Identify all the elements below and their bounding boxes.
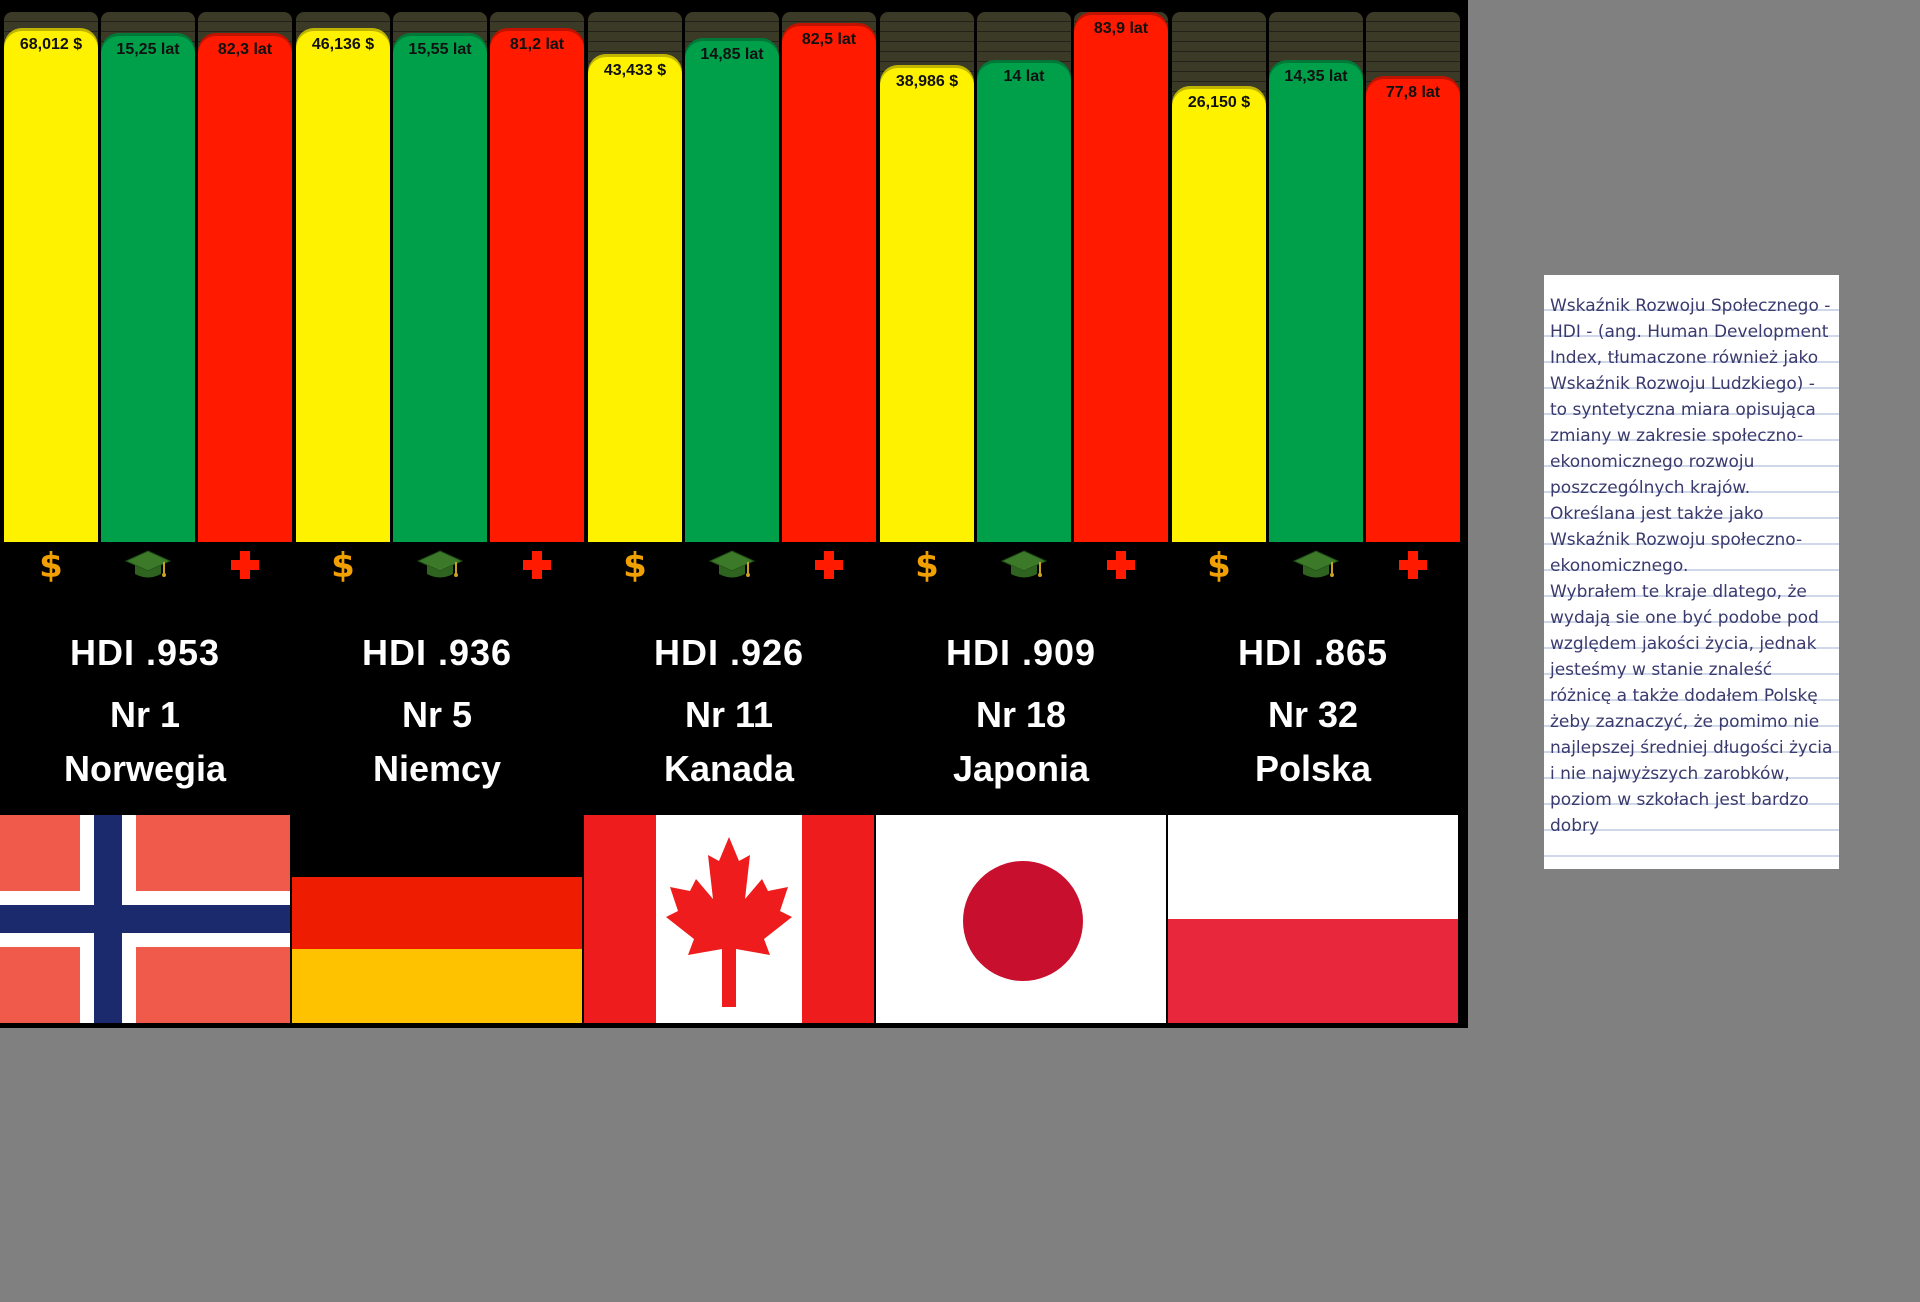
- bar-track: 26,150 $: [1172, 12, 1266, 542]
- svg-text:$: $: [915, 546, 939, 584]
- country-name: Niemcy: [372, 748, 502, 789]
- country-group-niemcy: 46,136 $ $15,55 lat 81,2 lat HDI .936 Nr 5 Ni…: [292, 0, 584, 1028]
- note-box: Wskaźnik Rozwoju Społecznego - HDI - (an…: [1544, 275, 1839, 869]
- country-info: HDI .926 Nr 11 Kanada: [584, 600, 874, 810]
- country-group-norwegia: 68,012 $ $15,25 lat 82,3 lat HDI .953 Nr 1 No…: [0, 0, 292, 1028]
- hdi-rank: Nr 32: [1267, 694, 1359, 735]
- graduation-cap-icon: [977, 542, 1071, 588]
- bar-track: 15,55 lat: [393, 12, 487, 542]
- bar-education: 15,55 lat: [393, 33, 487, 542]
- hdi-value: HDI .936: [361, 632, 513, 673]
- red-cross-icon: [198, 542, 292, 588]
- bar-track: 38,986 $: [880, 12, 974, 542]
- graduation-cap-icon: [101, 542, 195, 588]
- hdi-value: HDI .926: [653, 632, 805, 673]
- hdi-value: HDI .909: [945, 632, 1097, 673]
- bar-income: 68,012 $: [4, 28, 98, 542]
- bar-education: 15,25 lat: [101, 33, 195, 542]
- hdi-rank: Nr 5: [401, 694, 473, 735]
- bar-track: 82,5 lat: [782, 12, 876, 542]
- bar-track: 43,433 $: [588, 12, 682, 542]
- bar-value-label: 82,5 lat: [801, 31, 857, 48]
- bar-income: 46,136 $: [296, 28, 390, 542]
- bar-value-label: 81,2 lat: [509, 36, 565, 53]
- bar-income: 38,986 $: [880, 65, 974, 542]
- bar-income: 26,150 $: [1172, 86, 1266, 542]
- bar-life: 81,2 lat: [490, 28, 584, 542]
- country-name: Polska: [1254, 748, 1372, 789]
- country-info: HDI .953 Nr 1 Norwegia: [0, 600, 290, 810]
- bar-life: 82,3 lat: [198, 33, 292, 542]
- bar-value-label: 83,9 lat: [1093, 20, 1149, 37]
- country-name: Norwegia: [63, 748, 227, 789]
- graduation-cap-icon: [685, 542, 779, 588]
- bar-track: 77,8 lat: [1366, 12, 1460, 542]
- hdi-rank: Nr 1: [109, 694, 181, 735]
- flag-poland: [1168, 815, 1458, 1023]
- bar-track: 46,136 $: [296, 12, 390, 542]
- svg-text:$: $: [1207, 546, 1231, 584]
- flag-canada: [584, 815, 874, 1023]
- red-cross-icon: [490, 542, 584, 588]
- bar-life: 82,5 lat: [782, 23, 876, 542]
- country-group-polska: 26,150 $ $14,35 lat 77,8 lat HDI .865 Nr 32 P…: [1168, 0, 1460, 1028]
- country-info: HDI .936 Nr 5 Niemcy: [292, 600, 582, 810]
- bar-life: 83,9 lat: [1074, 12, 1168, 542]
- bar-track: 14,85 lat: [685, 12, 779, 542]
- graduation-cap-icon: [393, 542, 487, 588]
- bar-track: 68,012 $: [4, 12, 98, 542]
- hdi-rank: Nr 18: [975, 694, 1067, 735]
- country-name: Japonia: [952, 748, 1090, 789]
- country-group-kanada: 43,433 $ $14,85 lat 82,5 lat HDI .926 Nr 11 K…: [584, 0, 876, 1028]
- bar-value-label: 14,85 lat: [700, 46, 764, 63]
- dollar-icon: $: [4, 542, 98, 588]
- bar-value-label: 15,55 lat: [408, 41, 472, 58]
- bar-income: 43,433 $: [588, 54, 682, 542]
- bar-education: 14 lat: [977, 60, 1071, 542]
- flag-japan: [876, 815, 1166, 1023]
- bar-life: 77,8 lat: [1366, 76, 1460, 542]
- bar-value-label: 15,25 lat: [116, 41, 180, 58]
- red-cross-icon: [1074, 542, 1168, 588]
- bar-track: 82,3 lat: [198, 12, 292, 542]
- dollar-icon: $: [1172, 542, 1266, 588]
- country-info: HDI .865 Nr 32 Polska: [1168, 600, 1458, 810]
- country-name: Kanada: [663, 748, 795, 789]
- hdi-chart: 68,012 $ $15,25 lat 82,3 lat HDI .953 Nr 1 No…: [0, 0, 1468, 1028]
- svg-text:$: $: [39, 546, 63, 584]
- bar-track: 81,2 lat: [490, 12, 584, 542]
- bar-education: 14,85 lat: [685, 38, 779, 542]
- red-cross-icon: [1366, 542, 1460, 588]
- bar-value-label: 68,012 $: [19, 36, 83, 53]
- bar-track: 15,25 lat: [101, 12, 195, 542]
- svg-text:$: $: [331, 546, 355, 584]
- bar-value-label: 38,986 $: [895, 73, 959, 90]
- bar-value-label: 77,8 lat: [1385, 84, 1441, 101]
- country-group-japonia: 38,986 $ $14 lat 83,9 lat HDI .909 Nr 18 Japo…: [876, 0, 1168, 1028]
- dollar-icon: $: [588, 542, 682, 588]
- bar-track: 14,35 lat: [1269, 12, 1363, 542]
- dollar-icon: $: [880, 542, 974, 588]
- hdi-value: HDI .865: [1237, 632, 1389, 673]
- graduation-cap-icon: [1269, 542, 1363, 588]
- bar-track: 14 lat: [977, 12, 1071, 542]
- svg-text:$: $: [623, 546, 647, 584]
- bar-value-label: 14,35 lat: [1284, 68, 1348, 85]
- hdi-rank: Nr 11: [684, 694, 774, 735]
- hdi-value: HDI .953: [69, 632, 221, 673]
- bar-value-label: 26,150 $: [1187, 94, 1251, 111]
- flag-germany: [292, 815, 582, 1023]
- dollar-icon: $: [296, 542, 390, 588]
- bar-value-label: 46,136 $: [311, 36, 375, 53]
- bar-value-label: 82,3 lat: [217, 41, 273, 58]
- flag-norway: [0, 815, 290, 1023]
- note-text: Wskaźnik Rozwoju Społecznego - HDI - (an…: [1550, 296, 1833, 836]
- bar-track: 83,9 lat: [1074, 12, 1168, 542]
- bar-value-label: 14 lat: [1003, 68, 1045, 85]
- bar-education: 14,35 lat: [1269, 60, 1363, 542]
- country-info: HDI .909 Nr 18 Japonia: [876, 600, 1166, 810]
- bar-value-label: 43,433 $: [603, 62, 667, 79]
- red-cross-icon: [782, 542, 876, 588]
